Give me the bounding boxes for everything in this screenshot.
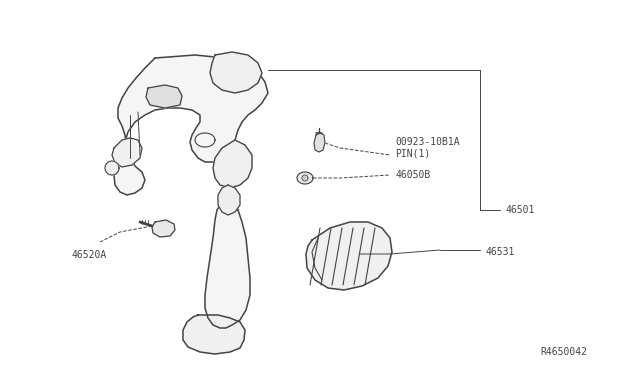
Polygon shape bbox=[146, 85, 182, 108]
Text: 46531: 46531 bbox=[485, 247, 515, 257]
Polygon shape bbox=[302, 175, 308, 181]
Polygon shape bbox=[210, 52, 262, 93]
Polygon shape bbox=[152, 220, 175, 237]
Polygon shape bbox=[218, 185, 240, 215]
Text: R4650042: R4650042 bbox=[540, 347, 587, 357]
Polygon shape bbox=[105, 161, 119, 175]
Polygon shape bbox=[306, 222, 392, 290]
Text: 00923-10B1A
PIN(1): 00923-10B1A PIN(1) bbox=[395, 137, 460, 159]
Polygon shape bbox=[114, 55, 268, 195]
Polygon shape bbox=[112, 138, 142, 167]
Polygon shape bbox=[205, 202, 250, 328]
Polygon shape bbox=[297, 172, 313, 184]
Text: 46520A: 46520A bbox=[72, 250, 108, 260]
Polygon shape bbox=[314, 133, 325, 152]
Polygon shape bbox=[183, 315, 245, 354]
Text: 46050B: 46050B bbox=[395, 170, 430, 180]
Polygon shape bbox=[213, 140, 252, 188]
Text: 46501: 46501 bbox=[505, 205, 534, 215]
